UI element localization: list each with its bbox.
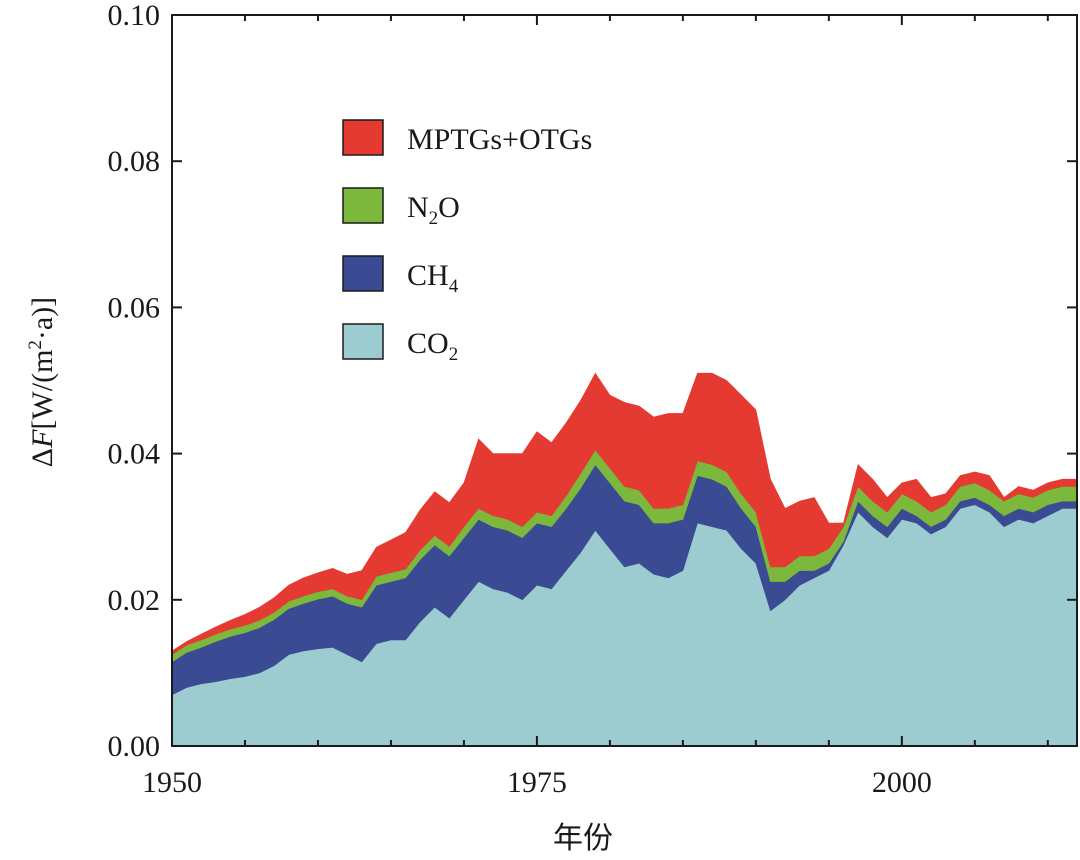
x-tick-label: 2000: [872, 766, 932, 799]
y-axis-label: ΔF[W/(m2·a)]: [25, 297, 59, 467]
legend-label-n2o: N2O: [407, 191, 460, 229]
x-axis-label: 年份: [553, 821, 613, 856]
legend-swatch-co2: [342, 323, 384, 360]
y-tick-label: 0.06: [108, 291, 161, 324]
plot-frame: [171, 14, 1078, 747]
legend-label-ch4: CH4: [407, 259, 459, 297]
x-tick-label: 1950: [142, 766, 202, 799]
y-tick-label: 0.08: [108, 145, 161, 178]
legend-swatch-n2o: [342, 187, 384, 224]
y-axis-label-unit-close: ·a)]: [26, 297, 59, 340]
legend-label-mptgs-otgs: MPTGs+OTGs: [407, 123, 592, 156]
legend-label-co2: CO2: [407, 327, 458, 365]
legend-swatch-mptgs-otgs: [342, 119, 384, 156]
y-axis-label-delta: Δ: [26, 448, 59, 467]
legend: MPTGs+OTGs N2O CH4 CO2: [342, 119, 592, 365]
y-axis-label-unit-open: [W/(m: [26, 350, 59, 430]
y-axis-label-sup: 2: [25, 340, 46, 350]
y-tick-label: 0.04: [108, 438, 161, 471]
legend-swatch-ch4: [342, 255, 384, 292]
area-layer: [171, 372, 1078, 747]
x-tick-label: 1975: [507, 766, 567, 799]
y-axis-label-var: F: [26, 429, 59, 449]
y-tick-label: 0.02: [108, 584, 161, 617]
y-tick-label: 0.00: [108, 730, 161, 763]
y-tick-label: 0.10: [108, 0, 161, 32]
tick-layer: 0.00 0.02 0.04 0.06 0.08 0.10 1950 1975 2000: [108, 0, 1077, 799]
